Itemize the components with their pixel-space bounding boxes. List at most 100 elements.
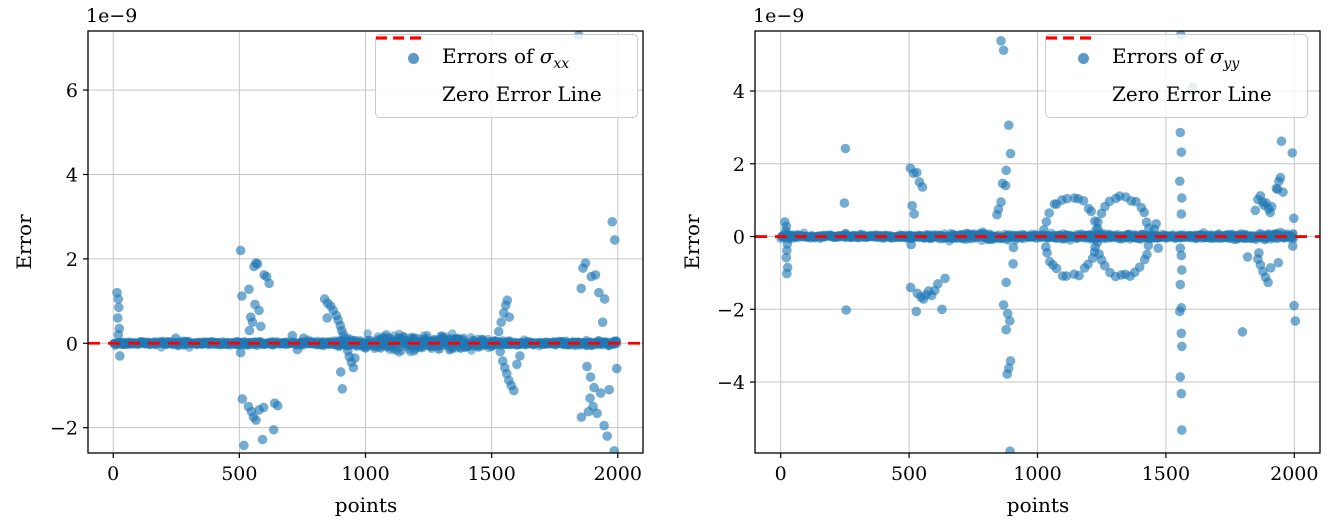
scatter-point (348, 362, 359, 373)
scatter-point (247, 317, 258, 327)
scatter-point (1263, 277, 1273, 288)
scatter-point (1096, 208, 1107, 219)
scatter-point (1153, 243, 1164, 253)
y-tick-label: 6 (66, 80, 78, 102)
y-axis-offset-text-left: 1e−9 (86, 5, 138, 27)
scatter-point (1275, 172, 1286, 183)
scatter-point (350, 353, 360, 363)
scatter-point (1149, 224, 1160, 235)
x-tick-label: 1000 (1013, 463, 1061, 485)
legend-right: Errors of σyy Zero Error Line (1045, 34, 1308, 118)
scatter-point (1074, 270, 1084, 281)
scatter-point (1287, 148, 1298, 158)
y-tick-label: −2 (717, 299, 745, 321)
scatter-point (589, 382, 599, 393)
x-axis-label-left: points (334, 493, 398, 517)
scatter-point (996, 197, 1006, 207)
x-tick-label: 0 (775, 463, 787, 485)
scatter-point (1142, 249, 1152, 260)
scatter-point (1044, 208, 1055, 218)
scatter-point (1175, 372, 1186, 382)
y-tick-label: 4 (66, 164, 78, 186)
scatter-point (1005, 446, 1015, 453)
scatter-point (1176, 388, 1187, 399)
scatter-point (590, 270, 601, 280)
legend-entry-errors-sigma-yy: Errors of σyy (1054, 43, 1293, 73)
scatter-point (515, 351, 525, 361)
scatter-point (906, 239, 916, 250)
scatter-point (907, 200, 917, 211)
y-tick-label: −4 (717, 372, 745, 394)
scatter-point (1099, 260, 1110, 271)
scatter-point (1000, 180, 1011, 191)
scatter-point (509, 385, 519, 396)
scatter-point (1289, 213, 1299, 224)
scatter-point (1276, 136, 1287, 147)
scatter-point (937, 304, 947, 315)
scatter-point (1177, 265, 1187, 275)
scatter-point (781, 252, 792, 263)
scatter-point (1176, 209, 1187, 219)
scatter-point (1177, 341, 1187, 352)
scatter-point (1083, 203, 1094, 214)
scatter-point (1289, 300, 1299, 311)
scatter-point (599, 294, 610, 304)
scatter-point (1051, 263, 1062, 274)
scatter-point (585, 372, 596, 382)
scatter-point (1004, 316, 1015, 326)
scatter-point (911, 306, 922, 317)
scatter-point (576, 412, 587, 422)
tick-labels: 0 500 1000 1500 2000 −4 −2 0 2 4 (717, 81, 1319, 485)
scatter-point (1003, 120, 1014, 131)
legend-entry-zero-error-line: Zero Error Line (376, 36, 623, 109)
scatter-point (1143, 240, 1154, 251)
scatter-point (1175, 243, 1186, 253)
scatter-point (1042, 248, 1052, 258)
tick-labels: 0 500 1000 1500 2000 −2 0 2 4 6 (50, 80, 642, 485)
scatter-point (1002, 308, 1013, 319)
scatter-point (1092, 237, 1103, 248)
scatter-point (933, 279, 943, 289)
scatter-point (609, 235, 620, 245)
scatter-point (1008, 242, 1019, 253)
y-tick-label: 0 (66, 333, 78, 355)
legend-label: Errors of σxx (442, 44, 570, 72)
scatter-point (599, 420, 609, 431)
scatter-point (322, 313, 332, 323)
scatter-point (258, 402, 269, 413)
scatter-point (940, 273, 950, 284)
tick-marks (83, 89, 619, 458)
scatter-point (909, 209, 920, 219)
sigma-yy-plot: 0 500 1000 1500 2000 −4 −2 0 2 4 (717, 30, 1321, 485)
scatter-point (585, 393, 595, 403)
scatter-point (244, 325, 255, 336)
x-axis-label-right: points (1006, 493, 1070, 517)
scatter-point (268, 424, 279, 435)
scatter-point (502, 295, 513, 306)
scatter-point (1287, 241, 1298, 251)
scatter-point (604, 384, 614, 395)
scatter-point (782, 268, 792, 279)
scatter-point (1093, 217, 1103, 227)
scatter-point (1001, 277, 1011, 288)
tick-marks (750, 90, 1295, 458)
x-tick-label: 1000 (341, 463, 389, 485)
x-tick-label: 1500 (1142, 463, 1190, 485)
scatter-point (609, 446, 620, 453)
scatter-point (512, 359, 522, 370)
scatter-point (1237, 327, 1248, 337)
scatter-point (576, 283, 586, 294)
scatter-point (1134, 262, 1145, 272)
scatter-point (292, 344, 303, 355)
scatter-point (996, 36, 1006, 46)
scatter-point (251, 415, 261, 425)
x-tick-label: 0 (107, 463, 119, 485)
legend-entry-errors-sigma-xx: Errors of σxx (384, 43, 623, 73)
scatter-point (504, 312, 515, 322)
scatter-point (113, 294, 124, 304)
scatter-point (237, 394, 248, 404)
scatter-point (244, 284, 254, 295)
scatter-point (337, 384, 348, 394)
scatter-point (363, 329, 372, 338)
